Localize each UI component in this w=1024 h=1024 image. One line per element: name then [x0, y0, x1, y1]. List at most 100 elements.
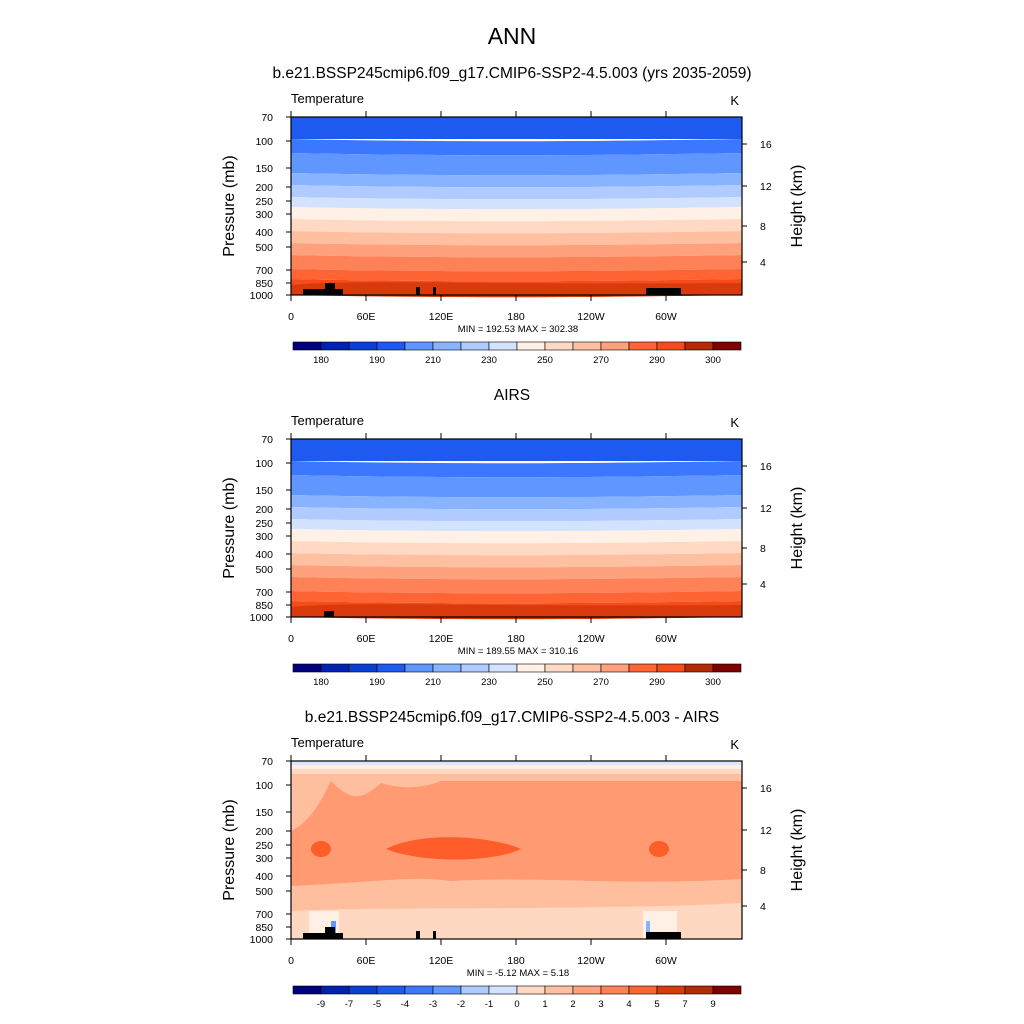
y-tick-label: 150	[255, 485, 273, 497]
x-tick-label: 0	[288, 311, 294, 323]
field-band	[291, 769, 742, 774]
colorbar	[292, 663, 742, 673]
colorbar-label: -3	[429, 999, 437, 1010]
colorbar-box	[292, 663, 322, 673]
colorbar-box	[544, 985, 574, 995]
terrain-block	[303, 933, 343, 939]
colorbar-label: 230	[481, 355, 497, 366]
field-band	[291, 565, 742, 580]
units-label: K	[730, 415, 739, 430]
y-tick-label: 150	[255, 163, 273, 175]
colorbar-box	[460, 341, 490, 351]
field-band	[291, 243, 742, 258]
field-band	[291, 903, 742, 939]
panel-2	[286, 433, 747, 673]
x-tick-label: 60W	[655, 311, 677, 323]
height-tick-label: 4	[760, 257, 766, 269]
colorbar-label: 3	[598, 999, 603, 1010]
colorbar-box	[460, 985, 490, 995]
colorbar-label: 190	[369, 677, 385, 688]
y-tick-label: 70	[261, 756, 273, 768]
field-band	[649, 841, 669, 857]
colorbar-box	[712, 663, 742, 673]
height-tick-label: 4	[760, 901, 766, 913]
colorbar-box	[404, 985, 434, 995]
colorbar-label: 1	[542, 999, 547, 1010]
field-band	[291, 553, 742, 568]
colorbar-box	[516, 985, 546, 995]
field-band	[291, 255, 742, 272]
field-band	[291, 219, 742, 234]
height-tick-label: 12	[760, 825, 772, 837]
x-tick-label: 60E	[357, 311, 376, 323]
field-band	[646, 921, 650, 939]
field-band	[291, 139, 742, 156]
terrain-mask	[303, 927, 681, 939]
colorbar-box	[656, 663, 686, 673]
field-band	[291, 765, 742, 769]
x-tick-label: 120E	[429, 955, 454, 967]
field-band	[291, 185, 742, 200]
y-axis-right-label: Height (km)	[789, 809, 806, 892]
colorbar-label: 180	[313, 677, 329, 688]
colorbar-label: 300	[705, 677, 721, 688]
field-band	[291, 197, 742, 210]
height-tick-label: 16	[760, 783, 772, 795]
colorbar-box	[432, 985, 462, 995]
field-band	[291, 529, 742, 544]
colorbar-box	[572, 663, 602, 673]
terrain-block	[303, 289, 343, 295]
y-tick-label: 700	[255, 587, 273, 599]
variable-label: Temperature	[291, 413, 364, 428]
y-tick-label: 850	[255, 600, 273, 612]
colorbar	[292, 985, 742, 995]
colorbar-box	[656, 985, 686, 995]
height-tick-label: 8	[760, 543, 766, 555]
colorbar-label: -1	[485, 999, 493, 1010]
y-axis-label: Pressure (mb)	[221, 477, 238, 578]
y-tick-label: 850	[255, 922, 273, 934]
y-tick-label: 70	[261, 112, 273, 124]
y-tick-label: 1000	[250, 290, 274, 302]
colorbar-box	[348, 341, 378, 351]
height-tick-label: 12	[760, 181, 772, 193]
field-band	[291, 761, 742, 765]
figure-title: ANN	[488, 23, 537, 49]
terrain-block	[433, 931, 436, 939]
colorbar-box	[488, 985, 518, 995]
x-tick-label: 120E	[429, 311, 454, 323]
x-tick-label: 60E	[357, 633, 376, 645]
colorbar-label: 250	[537, 355, 553, 366]
panel-subtitle: AIRS	[494, 387, 530, 404]
y-tick-label: 300	[255, 531, 273, 543]
terrain-block	[325, 927, 335, 933]
height-tick-label: 16	[760, 139, 772, 151]
y-tick-label: 250	[255, 518, 273, 530]
field-band	[291, 541, 742, 556]
field-band	[291, 117, 742, 139]
colorbar-box	[320, 663, 350, 673]
y-tick-label: 300	[255, 853, 273, 865]
colorbar-box	[432, 663, 462, 673]
colorbar-box	[544, 341, 574, 351]
colorbar-box	[376, 341, 406, 351]
colorbar-box	[684, 663, 714, 673]
x-tick-label: 120E	[429, 633, 454, 645]
field-band	[291, 269, 742, 282]
colorbar-box	[376, 985, 406, 995]
panel-1	[286, 111, 747, 351]
y-tick-label: 400	[255, 227, 273, 239]
x-tick-label: 0	[288, 955, 294, 967]
colorbar-box	[628, 341, 658, 351]
height-tick-label: 16	[760, 461, 772, 473]
colorbar-label: -9	[317, 999, 325, 1010]
colorbar-box	[516, 341, 546, 351]
units-label: K	[730, 737, 739, 752]
colorbar-label: 270	[593, 677, 609, 688]
colorbar-label: 270	[593, 355, 609, 366]
terrain-mask	[324, 611, 334, 617]
field-band	[291, 495, 742, 510]
panel-subtitle: b.e21.BSSP245cmip6.f09_g17.CMIP6-SSP2-4.…	[305, 709, 719, 726]
